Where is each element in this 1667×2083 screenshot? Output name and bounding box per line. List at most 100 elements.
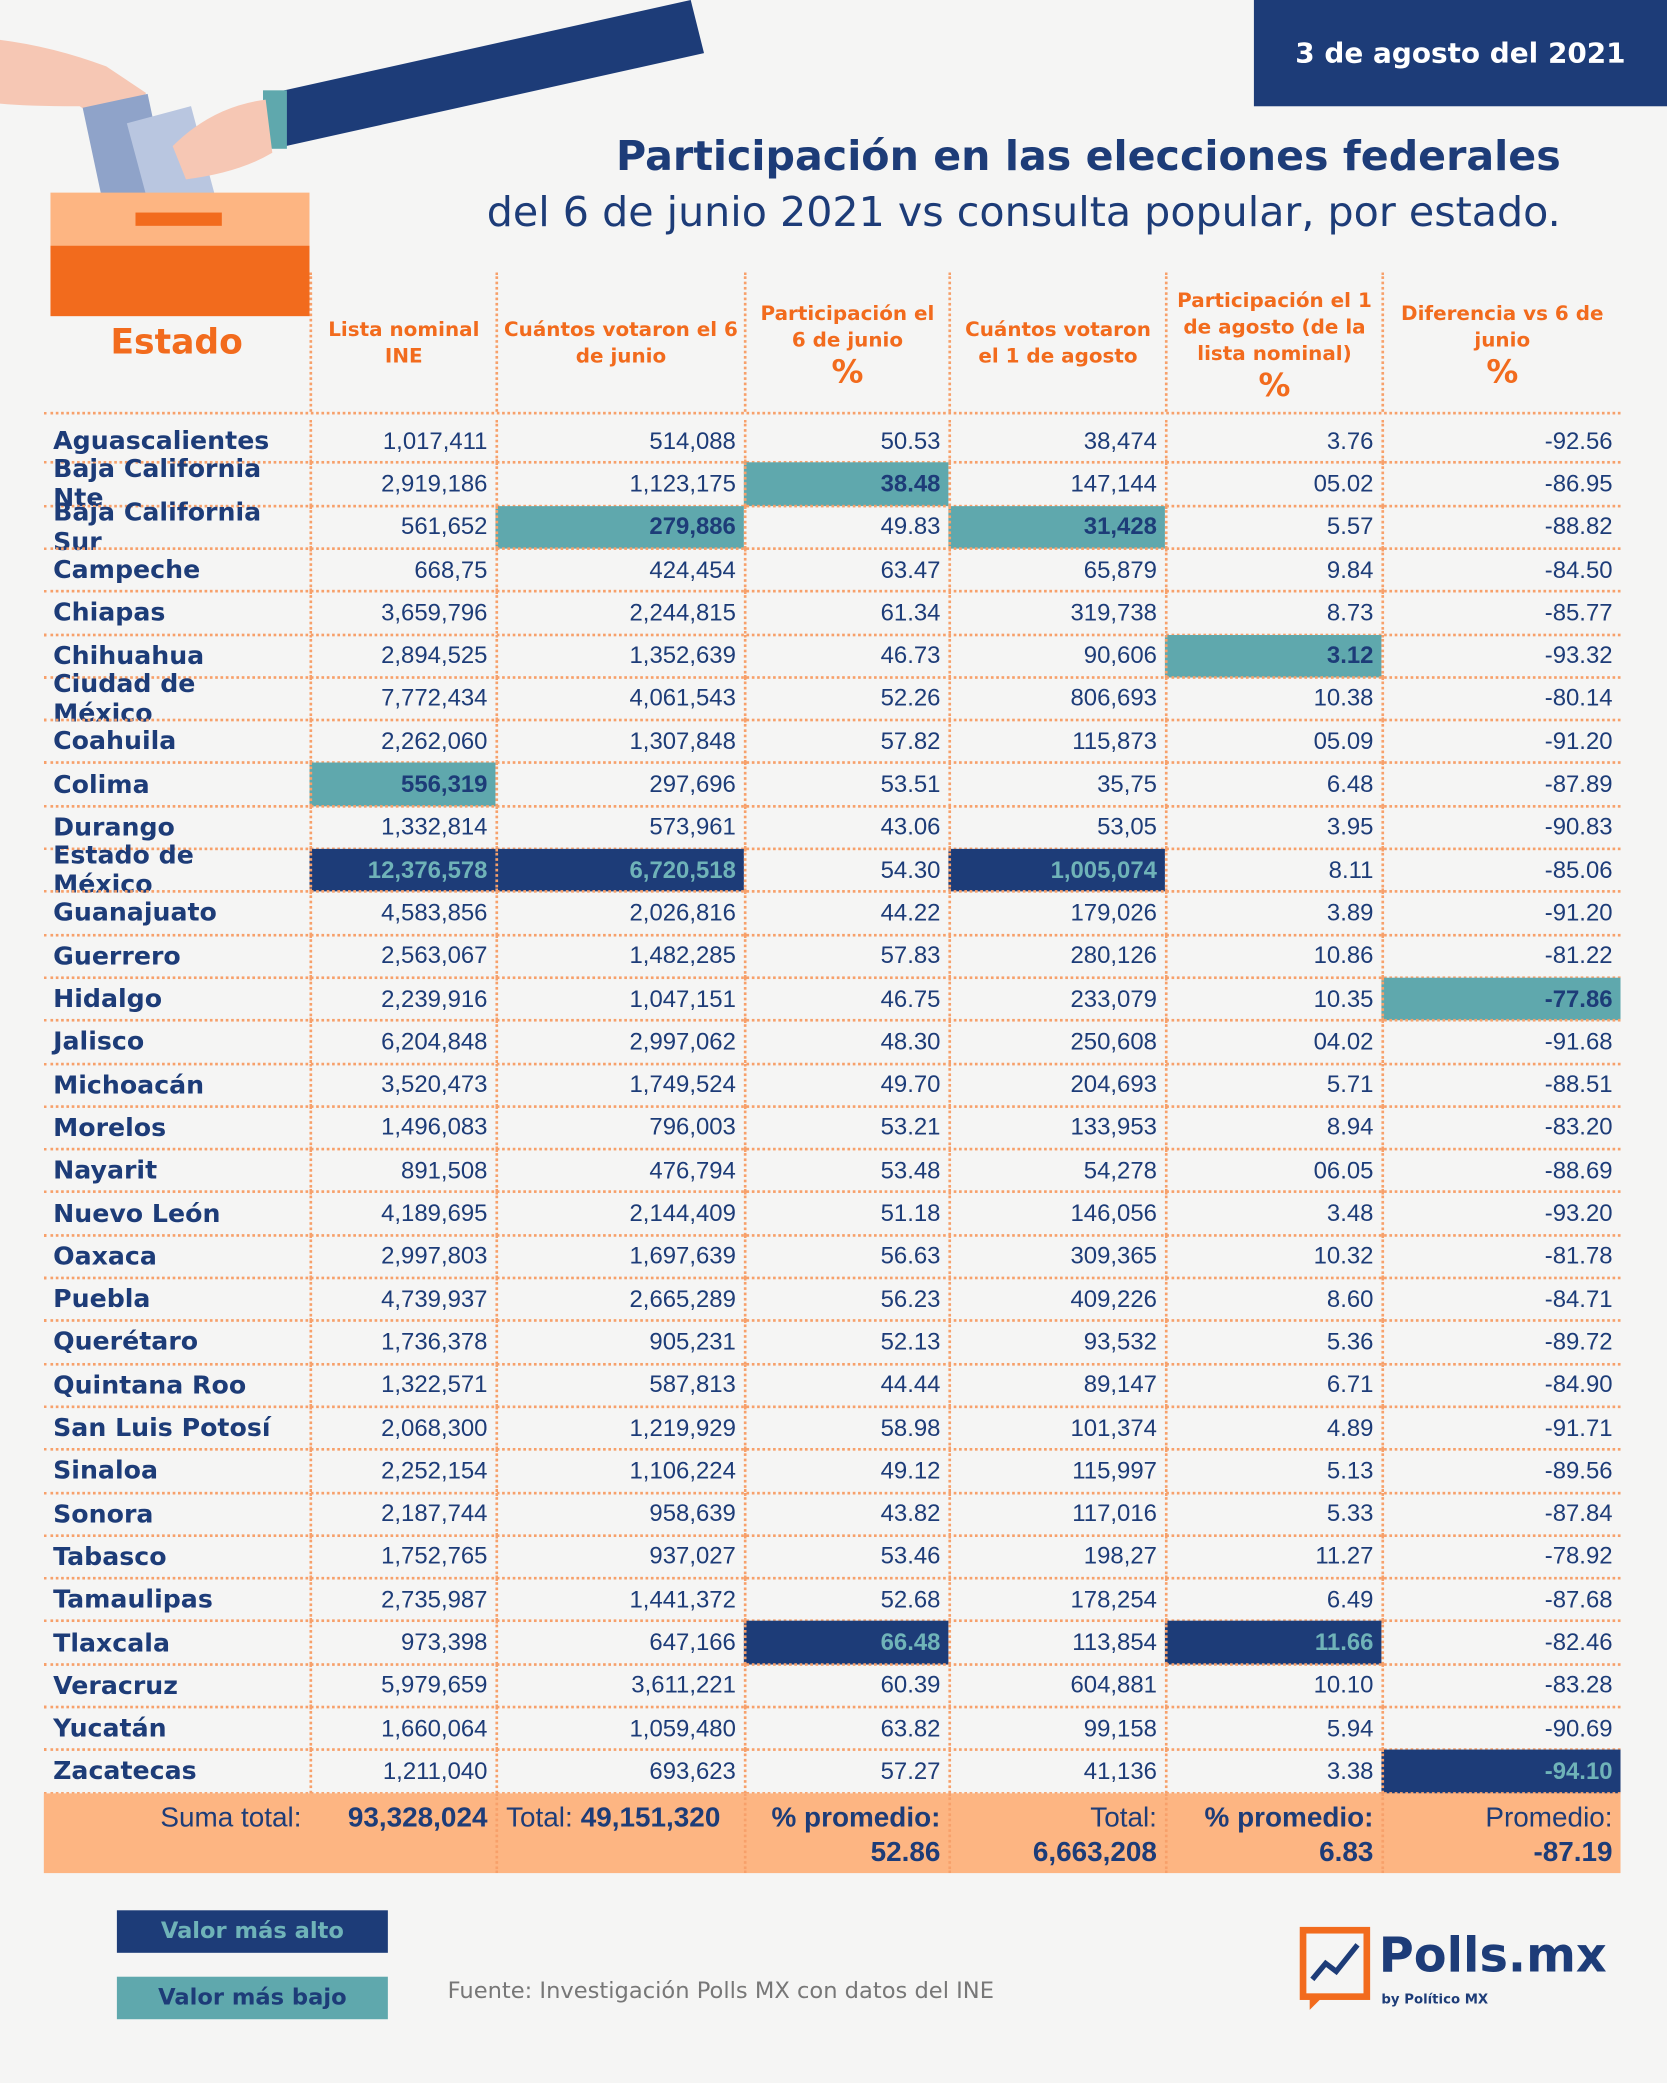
state-name: Oaxaca — [53, 1241, 157, 1272]
state-name: Querétaro — [53, 1327, 199, 1357]
row-rule — [43, 1233, 1621, 1237]
row-rule — [43, 933, 1621, 937]
cell: 58.98 — [743, 1406, 949, 1450]
row-rule — [43, 804, 1621, 808]
legend-high: Valor más alto — [116, 1910, 388, 1953]
row-rule — [43, 1104, 1621, 1108]
row-rule — [43, 1276, 1621, 1280]
cell: 57.27 — [743, 1749, 949, 1793]
total-cell: % promedio: 52.86 — [743, 1792, 949, 1873]
cell: 2,997,062 — [495, 1020, 743, 1064]
subtitle: del 6 de junio 2021 vs consulta popular,… — [486, 188, 1561, 237]
cell: -90.83 — [1381, 805, 1620, 849]
column-header: Cuántos votaron el 1 de agosto — [948, 272, 1165, 412]
cell: 53.48 — [743, 1149, 949, 1193]
cell: 693,623 — [495, 1749, 743, 1793]
logo-name: Polls.mx — [1378, 1928, 1607, 1984]
cell: 65,879 — [948, 548, 1165, 592]
state-name: Sonora — [53, 1499, 154, 1529]
cell: -80.14 — [1381, 677, 1620, 721]
state-name: Nayarit — [53, 1156, 158, 1186]
column-header: Cuántos votaron el 6 de junio — [495, 272, 743, 412]
cell: 4,189,695 — [309, 1192, 495, 1236]
cell: -91.68 — [1381, 1020, 1620, 1064]
cell: -91.71 — [1381, 1406, 1620, 1450]
header-unit: % — [831, 352, 864, 390]
cell: -77.86 — [1381, 977, 1621, 1021]
cell: 6.49 — [1164, 1578, 1382, 1622]
cell: -84.50 — [1381, 548, 1620, 592]
row-rule — [43, 1147, 1621, 1151]
cell: 233,079 — [948, 977, 1165, 1021]
cell: 52.68 — [743, 1578, 949, 1622]
state-name: Tlaxcala — [53, 1628, 170, 1658]
state-name: San Luis Potosí — [53, 1413, 271, 1443]
cell: -84.71 — [1381, 1277, 1620, 1321]
state-name: Estado de México — [53, 841, 194, 900]
row-rule — [43, 1748, 1621, 1752]
cell: -92.56 — [1381, 419, 1620, 463]
cell: 1,697,639 — [495, 1235, 743, 1278]
cell: 3.89 — [1164, 891, 1382, 935]
cell: 1,017,411 — [309, 419, 495, 463]
state-name: Guanajuato — [53, 898, 217, 928]
cell: 178,254 — [948, 1578, 1165, 1622]
cell: 279,886 — [495, 505, 744, 549]
cell: 806,693 — [948, 677, 1165, 721]
cell: 561,652 — [309, 505, 495, 549]
cell: 117,016 — [948, 1492, 1165, 1536]
cell: 6.71 — [1164, 1363, 1382, 1407]
cell: 53.51 — [743, 763, 949, 806]
cell: -91.20 — [1381, 720, 1620, 764]
header-unit: % — [1486, 352, 1519, 390]
cell: 60.39 — [743, 1664, 949, 1708]
cell: 57.83 — [743, 934, 949, 978]
header-label: Estado — [110, 322, 243, 362]
cell: -85.77 — [1381, 591, 1620, 635]
cell: 2,735,987 — [309, 1578, 495, 1622]
cell: 49.70 — [743, 1063, 949, 1107]
cell: 05.02 — [1164, 462, 1382, 506]
state-name: Nuevo León — [53, 1198, 221, 1229]
total-label: Total: — [1090, 1802, 1157, 1833]
cell: -93.20 — [1381, 1192, 1620, 1236]
column-header: Lista nominal INE — [309, 272, 495, 412]
cell: 476,794 — [495, 1149, 743, 1193]
total-value: -87.19 — [1533, 1836, 1613, 1868]
cell: 61.34 — [743, 591, 949, 635]
cell: 2,665,289 — [495, 1277, 743, 1321]
header-rule — [43, 411, 1621, 415]
column-header: Participación el 6 de junio% — [743, 272, 949, 412]
cell: -88.82 — [1381, 505, 1620, 549]
total-value: 6.83 — [1319, 1836, 1374, 1868]
cell: 10.38 — [1164, 677, 1382, 721]
cell: 573,961 — [495, 805, 743, 849]
cell: 204,693 — [948, 1063, 1165, 1107]
cell: -87.68 — [1381, 1578, 1620, 1622]
cell: -86.95 — [1381, 462, 1620, 506]
state-name: Quintana Roo — [53, 1370, 247, 1400]
header-label: Cuántos votaron el 6 de junio — [504, 316, 738, 368]
cell: 3.95 — [1164, 805, 1382, 849]
cell: 4.89 — [1164, 1406, 1382, 1450]
total-value: 6,663,208 — [1032, 1836, 1157, 1868]
cell: 89,147 — [948, 1363, 1165, 1407]
cell: 3.38 — [1164, 1749, 1382, 1793]
row-rule — [43, 1662, 1621, 1666]
cell: 891,508 — [309, 1149, 495, 1193]
cell: 5.94 — [1164, 1707, 1382, 1750]
cell: 5.36 — [1164, 1320, 1382, 1364]
row-rule — [43, 847, 1621, 851]
cell: 5.33 — [1164, 1492, 1382, 1536]
cell: 179,026 — [948, 891, 1165, 935]
cell: 9.84 — [1164, 548, 1382, 592]
cell: 63.47 — [743, 548, 949, 592]
cell: 63.82 — [743, 1707, 949, 1750]
cell: 7,772,434 — [309, 677, 495, 721]
cell: 3,611,221 — [495, 1664, 743, 1708]
cell: 1,352,639 — [495, 634, 743, 678]
cell: 38.48 — [743, 462, 949, 506]
